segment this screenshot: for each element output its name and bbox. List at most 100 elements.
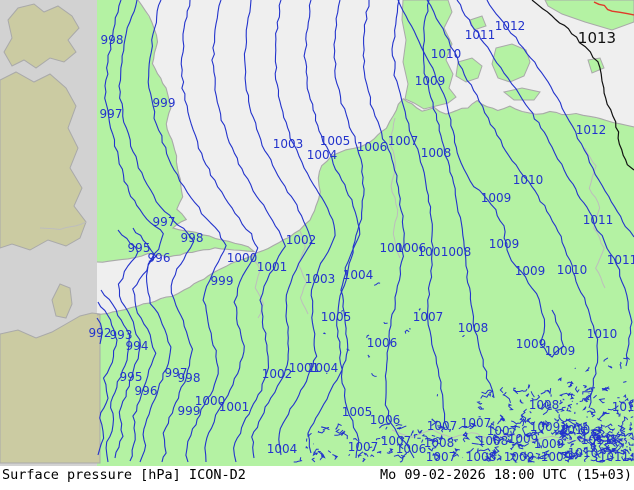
- pressure-label: 1010: [557, 263, 588, 277]
- pressure-label: 999: [211, 274, 234, 288]
- pressure-label: 1008: [421, 146, 452, 160]
- isobar: [114, 229, 141, 459]
- pressure-label: 1001: [289, 361, 320, 375]
- pressure-label: 1004: [267, 442, 298, 456]
- pressure-label: 1007: [426, 450, 457, 464]
- isobar: [97, 301, 118, 456]
- pressure-label: 997: [100, 107, 123, 121]
- pressure-label: 1008: [529, 398, 560, 412]
- pressure-label: 1010: [513, 173, 544, 187]
- pressure-label: 1006: [396, 241, 427, 255]
- isobar: [118, 0, 195, 463]
- pressure-label: 1006: [367, 336, 398, 350]
- pressure-label: 1009: [534, 437, 565, 451]
- pressure-label: 1007: [487, 424, 518, 438]
- pressure-label: 1005: [320, 134, 351, 148]
- isobar: [303, 0, 361, 454]
- pressure-label: 1004: [308, 361, 339, 375]
- pressure-label: 1001: [257, 260, 288, 274]
- pressure-label: 992: [89, 326, 112, 340]
- isobar: [274, 0, 336, 456]
- map-title: Surface pressure [hPa] ICON-D2: [2, 467, 246, 483]
- pressure-label: 1010: [560, 423, 591, 437]
- isobar: [211, 0, 286, 463]
- pressure-label: 1006: [370, 413, 401, 427]
- isobar-black-1013: [531, 0, 634, 171]
- coastlines: [96, 0, 634, 316]
- pressure-label: 1012: [576, 123, 607, 137]
- contour-noise: [293, 282, 634, 463]
- pressure-label: 996: [148, 251, 171, 265]
- map-timestamp: Mo 09-02-2026 18:00 UTC (15+03): [380, 467, 632, 483]
- pressure-label: 1007: [348, 440, 379, 454]
- pressure-label: 1002: [262, 367, 293, 381]
- pressure-label: 1005: [321, 310, 352, 324]
- pressure-label: 998: [178, 371, 201, 385]
- pressure-label: 1007: [413, 310, 444, 324]
- pressure-label: 995: [120, 370, 143, 384]
- red-overlay-line: [593, 1, 634, 16]
- pressure-label: 1011: [612, 400, 634, 414]
- isobar: [180, 0, 259, 463]
- pressure-label: 1009: [508, 432, 539, 446]
- pressure-label: 1007: [381, 434, 412, 448]
- pressure-label: 1010: [587, 327, 618, 341]
- pressure-label: 1007: [427, 419, 458, 433]
- isobars: [96, 0, 634, 463]
- isobar: [397, 0, 565, 358]
- pressure-label: 1009: [415, 74, 446, 88]
- pressure-label: 996: [135, 384, 158, 398]
- pressure-label: 1009: [545, 344, 576, 358]
- pressure-label: 999: [153, 96, 176, 110]
- pressure-label: 999: [178, 404, 201, 418]
- pressure-label: 1011: [607, 253, 634, 267]
- pressure-label: 1009: [481, 191, 512, 205]
- isobar: [129, 227, 157, 462]
- pressure-label: 998: [181, 231, 204, 245]
- pressure-label: 1010: [568, 446, 599, 460]
- pressure-label: 100: [380, 241, 403, 255]
- pressure-label: 1007: [461, 416, 492, 430]
- isobar: [147, 0, 227, 463]
- pressure-label: 1008: [458, 321, 489, 335]
- pressure-label: 1000: [195, 394, 226, 408]
- pressure-label: 1000: [227, 251, 258, 265]
- pressure-label: 1013: [578, 29, 616, 47]
- isobar: [486, 0, 634, 238]
- pressure-label: 1009: [516, 337, 547, 351]
- isobar: [391, 0, 448, 429]
- pressure-label: 1005: [342, 405, 373, 419]
- status-bar: Surface pressure [hPa] ICON-D2 Mo 09-02-…: [0, 466, 634, 490]
- pressure-label: 1009: [489, 237, 520, 251]
- special-lines: [531, 0, 634, 171]
- pressure-label: 1006: [357, 140, 388, 154]
- pressure-label: 1008: [478, 434, 509, 448]
- pressure-label: 1008: [424, 436, 455, 450]
- isobar: [96, 317, 103, 345]
- pressure-label: 1011: [581, 433, 612, 447]
- pressure-label: 1006: [396, 442, 427, 456]
- pressure-label: 1011: [583, 213, 614, 227]
- pressure-label: 993: [110, 328, 133, 342]
- isobar: [100, 289, 131, 463]
- pressure-label: 1009: [530, 420, 561, 434]
- isobar: [243, 0, 313, 459]
- pressure-label: 1008: [466, 450, 497, 464]
- pressure-label: 100: [418, 245, 441, 259]
- pressure-label: 1010: [431, 47, 462, 61]
- pressure-label: 1011: [599, 450, 630, 464]
- pressure-label: 1004: [343, 268, 374, 282]
- pressure-label: 1009: [515, 264, 546, 278]
- isobar: [422, 0, 495, 399]
- pressure-label: 994: [126, 339, 149, 353]
- pressure-map: 9989979999979989959961002100010019991003…: [0, 0, 634, 466]
- isobar: [426, 0, 599, 409]
- pressure-label: 1008: [441, 245, 472, 259]
- pressure-labels: 9989979999979989959961002100010019991003…: [89, 19, 634, 464]
- pressure-label: 1001: [219, 400, 250, 414]
- pressure-label: 1004: [307, 148, 338, 162]
- pressure-label: 1009: [504, 450, 535, 464]
- isobar: [456, 0, 633, 367]
- pressure-label: 997: [165, 366, 188, 380]
